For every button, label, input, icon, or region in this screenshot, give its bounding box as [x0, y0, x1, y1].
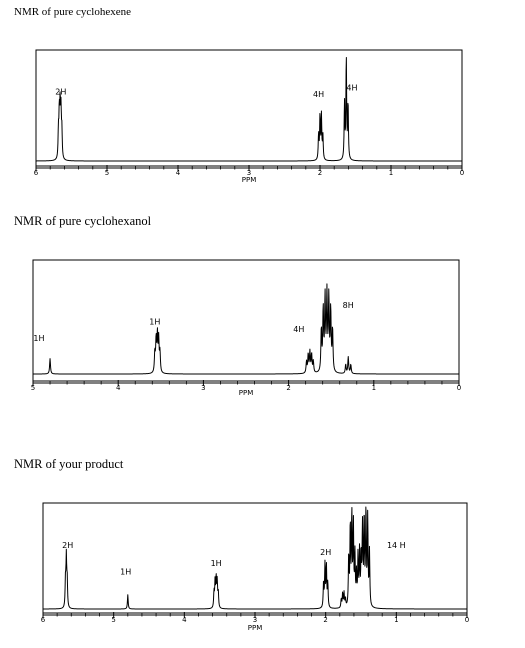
x-tick-label: 2	[323, 616, 327, 624]
spectrum-1-caption: NMR of pure cyclohexene	[14, 6, 131, 18]
integration-label: 4H	[293, 325, 304, 334]
x-tick-label: 2	[286, 384, 290, 392]
x-tick-label: 5	[105, 169, 109, 177]
spectrum-trace	[35, 57, 463, 162]
integration-label: 2H	[62, 541, 73, 550]
x-tick-label: 2	[318, 169, 322, 177]
x-tick-label: 6	[34, 169, 39, 177]
plot-frame	[32, 259, 460, 382]
integration-label: 2H	[55, 88, 66, 97]
spectrum-3: 6 5 4 3 2 1 0 PPM 2H 1H 1H 2H 14 H	[41, 502, 469, 632]
x-tick-label: 5	[31, 384, 35, 392]
x-tick-label: 1	[389, 169, 393, 177]
x-tick-label: 1	[372, 384, 376, 392]
integration-label: 8H	[343, 301, 354, 310]
x-tick-label: 3	[247, 169, 251, 177]
x-tick-label: 3	[201, 384, 205, 392]
x-tick-label: 3	[253, 616, 257, 624]
x-tick-label: 4	[176, 169, 181, 177]
integration-label: 1H	[120, 567, 131, 576]
integration-label: 4H	[346, 83, 357, 92]
integration-label: 1H	[33, 334, 44, 343]
x-axis-label: PPM	[242, 176, 256, 184]
spectrum-2-caption: NMR of pure cyclohexanol	[14, 214, 152, 228]
x-tick-label: 0	[460, 169, 464, 177]
integration-label: 1H	[211, 559, 222, 568]
plot-frame	[42, 502, 468, 614]
x-axis-label: PPM	[248, 624, 262, 632]
x-tick-label: 4	[116, 384, 121, 392]
x-tick-label: 0	[465, 616, 469, 624]
spectrum-trace	[32, 283, 460, 375]
spectrum-1: 6 5 4 3 2 1 0 PPM 2H 4H 4H	[34, 49, 464, 184]
spectrum-2: 5 4 3 2 1 0 PPM 1H 1H 4H 8H	[31, 259, 461, 397]
spectrum-trace	[42, 506, 468, 610]
x-tick-label: 6	[41, 616, 46, 624]
x-axis-label: PPM	[239, 389, 253, 397]
integration-label: 2H	[320, 548, 331, 557]
spectrum-3-caption: NMR of your product	[14, 457, 124, 471]
x-tick-label: 4	[182, 616, 187, 624]
x-tick-label: 1	[394, 616, 398, 624]
x-tick-label: 0	[457, 384, 461, 392]
integration-label: 1H	[149, 318, 160, 327]
plot-frame	[35, 49, 463, 167]
integration-label: 4H	[313, 90, 324, 99]
integration-label: 14 H	[387, 541, 406, 550]
x-tick-label: 5	[111, 616, 115, 624]
